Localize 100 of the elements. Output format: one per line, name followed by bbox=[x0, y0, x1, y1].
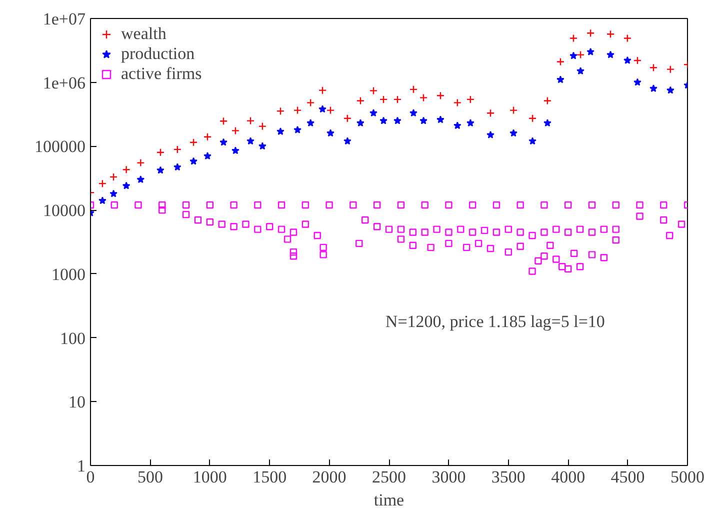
point bbox=[379, 95, 388, 104]
point bbox=[156, 166, 164, 174]
point bbox=[344, 137, 352, 145]
point bbox=[369, 86, 378, 95]
x-tick-label: 3500 bbox=[491, 468, 526, 486]
y-tick-label: 100 bbox=[60, 328, 86, 348]
point bbox=[306, 119, 314, 127]
point bbox=[544, 119, 552, 127]
x-tick-label: 4000 bbox=[551, 468, 586, 486]
x-tick-label: 2500 bbox=[372, 468, 406, 486]
point bbox=[453, 98, 462, 107]
point bbox=[190, 157, 198, 165]
point bbox=[576, 67, 584, 75]
point bbox=[293, 106, 302, 114]
point bbox=[326, 129, 334, 137]
point bbox=[436, 92, 445, 100]
point bbox=[576, 50, 585, 59]
point bbox=[633, 56, 642, 65]
point bbox=[326, 106, 335, 114]
point bbox=[122, 182, 130, 190]
point bbox=[173, 145, 182, 154]
point bbox=[649, 64, 658, 72]
point bbox=[509, 106, 518, 114]
point bbox=[98, 196, 106, 204]
point bbox=[570, 52, 578, 60]
point bbox=[543, 96, 552, 105]
point bbox=[586, 48, 594, 56]
point bbox=[393, 95, 402, 104]
point bbox=[569, 34, 578, 42]
point bbox=[136, 176, 145, 184]
legend-label: wealth bbox=[121, 24, 166, 44]
point bbox=[420, 116, 428, 124]
point bbox=[556, 58, 565, 66]
point bbox=[318, 105, 326, 113]
point bbox=[109, 172, 118, 182]
y-tick-label: 10000 bbox=[43, 201, 86, 220]
point bbox=[624, 56, 632, 64]
point bbox=[466, 95, 475, 104]
x-tick-label: 3000 bbox=[432, 468, 466, 486]
point bbox=[98, 179, 107, 188]
point bbox=[394, 116, 402, 124]
point bbox=[409, 85, 418, 94]
point bbox=[246, 116, 255, 125]
x-tick-label: 500 bbox=[137, 468, 163, 486]
y-tick-label: 1e+06 bbox=[42, 73, 86, 92]
point bbox=[356, 96, 365, 105]
point bbox=[453, 122, 462, 130]
point bbox=[136, 158, 145, 167]
x-tick-label: 2000 bbox=[312, 468, 346, 486]
point bbox=[419, 94, 428, 102]
point bbox=[606, 30, 615, 38]
point bbox=[666, 86, 674, 94]
point bbox=[232, 146, 240, 154]
point bbox=[380, 116, 388, 124]
point bbox=[258, 142, 266, 150]
y-tick-label: 1e+07 bbox=[42, 10, 86, 28]
point bbox=[318, 86, 327, 94]
y-tick-label: 100000 bbox=[34, 137, 86, 156]
point bbox=[231, 126, 240, 135]
point bbox=[189, 138, 198, 146]
point bbox=[110, 190, 118, 198]
annotation: N=1200, price 1.185 lag=5 l=10 bbox=[385, 312, 605, 331]
x-tick-label: 5000 bbox=[670, 468, 704, 486]
x-tick-label: 0 bbox=[86, 468, 95, 486]
legend-label: active firms bbox=[121, 64, 202, 84]
y-tick-label: 10 bbox=[68, 392, 86, 412]
point bbox=[466, 119, 474, 127]
x-tick-label: 1000 bbox=[192, 468, 227, 486]
point bbox=[556, 76, 564, 84]
point bbox=[122, 166, 130, 174]
point bbox=[486, 109, 495, 118]
point bbox=[276, 106, 285, 116]
point bbox=[410, 109, 418, 117]
point bbox=[510, 129, 518, 137]
point bbox=[204, 152, 212, 160]
point bbox=[623, 34, 632, 42]
x-tick-label: 4500 bbox=[610, 468, 645, 486]
point bbox=[356, 119, 364, 127]
point bbox=[528, 137, 536, 145]
point bbox=[370, 109, 378, 117]
point bbox=[203, 132, 212, 141]
y-tick-label: 1 bbox=[77, 456, 86, 476]
point bbox=[156, 148, 165, 157]
point bbox=[650, 84, 658, 92]
x-tick-label: 1500 bbox=[252, 468, 287, 486]
point bbox=[173, 163, 182, 171]
point bbox=[219, 117, 228, 126]
point bbox=[294, 126, 302, 134]
point bbox=[586, 29, 595, 38]
point bbox=[246, 137, 254, 145]
point bbox=[258, 122, 267, 130]
y-tick-label: 1000 bbox=[52, 264, 86, 284]
point bbox=[606, 50, 614, 58]
point bbox=[276, 127, 284, 135]
point bbox=[220, 138, 228, 146]
point bbox=[528, 114, 537, 122]
point bbox=[666, 65, 675, 74]
point bbox=[306, 98, 315, 107]
x-axis-title: time bbox=[374, 490, 404, 510]
point bbox=[486, 130, 494, 138]
